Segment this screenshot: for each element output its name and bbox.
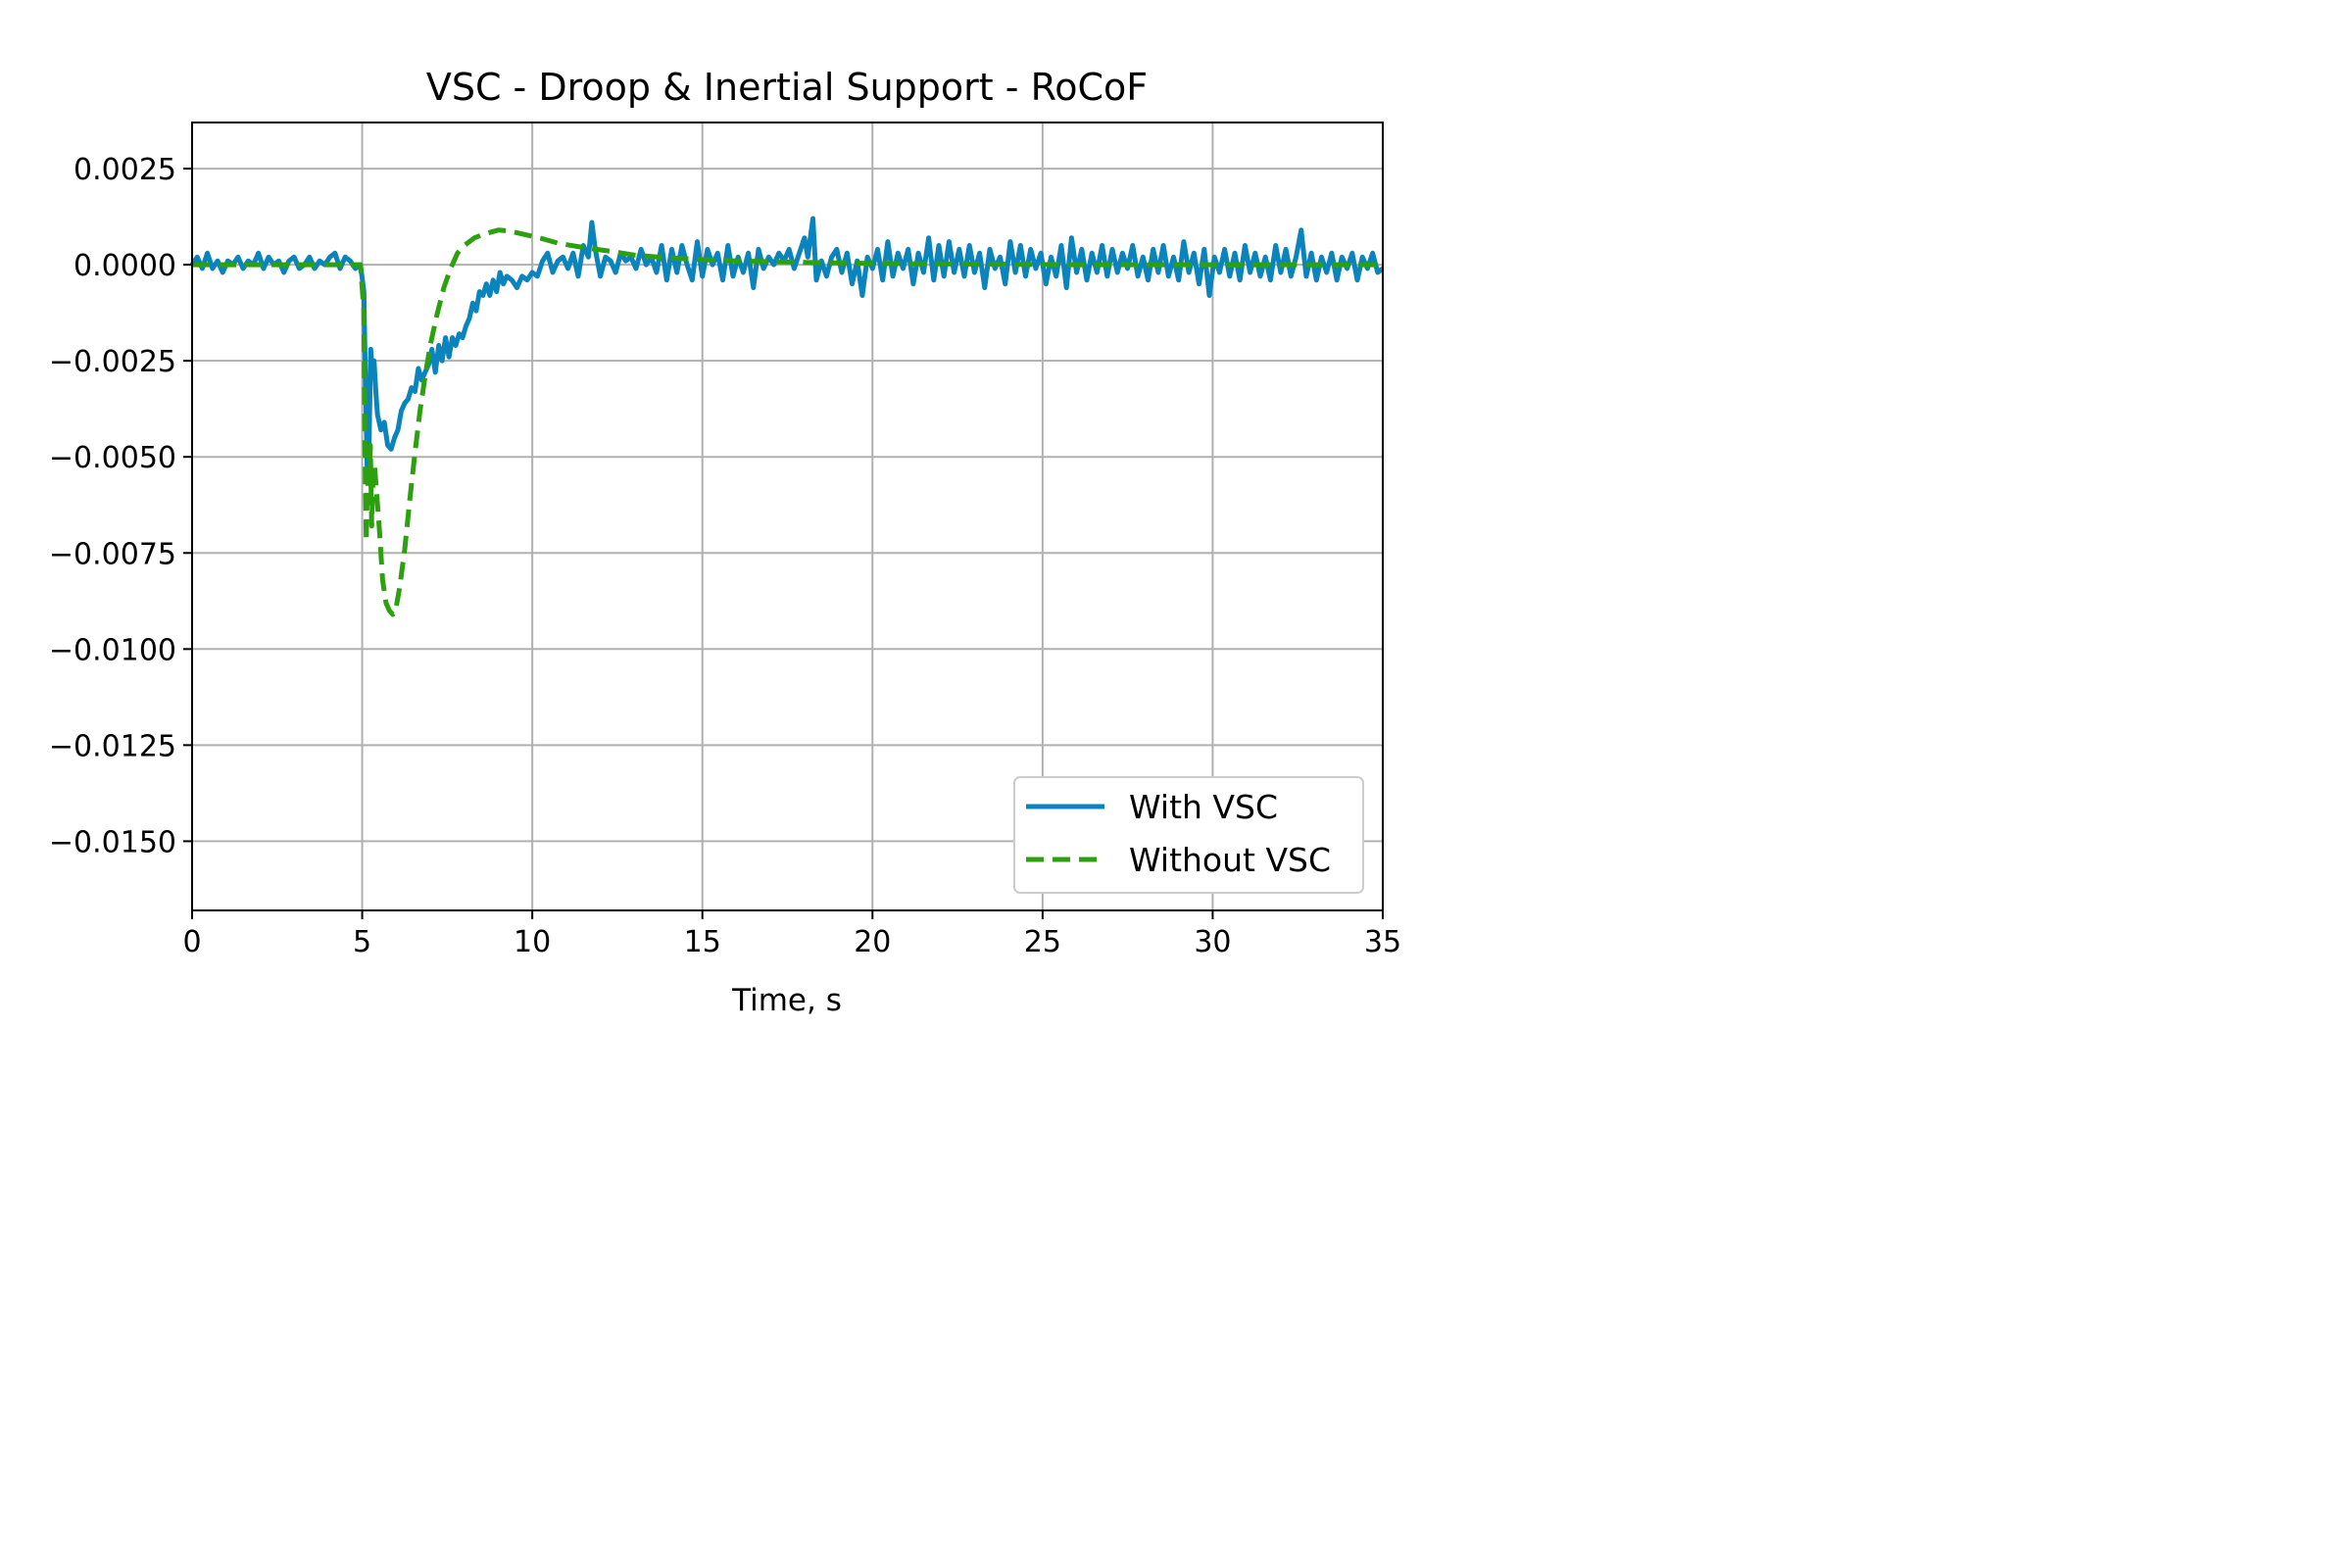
x-tick-label: 25 — [1024, 925, 1061, 959]
y-axis: 0.0025 0.0000 −0.0025 −0.0050 −0.0075 −0.0100… — [49, 153, 192, 859]
y-tick-label: −0.0075 — [49, 537, 176, 571]
y-tick-label: 0.0000 — [74, 249, 176, 283]
y-tick-label: −0.0025 — [49, 345, 176, 379]
x-tick-label: 15 — [684, 925, 721, 959]
series-with-vsc-line — [189, 216, 1385, 479]
rocof-line-chart: VSC - Droop & Inertial Support - RoCoF 0… — [0, 0, 1537, 1037]
legend-label-without-vsc: Without VSC — [1129, 841, 1331, 879]
x-tick-label: 5 — [353, 925, 371, 959]
x-tick-label: 35 — [1364, 925, 1401, 959]
chart-title: VSC - Droop & Inertial Support - RoCoF — [426, 66, 1148, 109]
x-tick-label: 20 — [854, 925, 891, 959]
x-tick-label: 0 — [182, 925, 201, 959]
y-tick-label: 0.0025 — [74, 153, 176, 187]
x-tick-label: 30 — [1194, 925, 1231, 959]
x-axis: 0 5 10 15 20 25 30 35 — [182, 910, 1401, 959]
x-axis-label: Time, s — [731, 983, 842, 1018]
series-without-vsc-line — [192, 227, 1383, 617]
y-tick-label: −0.0100 — [49, 633, 176, 667]
plot-frame — [191, 122, 1384, 911]
y-tick-label: −0.0050 — [49, 441, 176, 475]
legend: With VSC Without VSC — [1013, 776, 1364, 894]
y-tick-label: −0.0150 — [49, 825, 176, 859]
x-tick-label: 10 — [514, 925, 551, 959]
legend-label-with-vsc: With VSC — [1129, 788, 1278, 826]
series-layer — [189, 216, 1385, 617]
y-tick-label: −0.0125 — [49, 729, 176, 763]
